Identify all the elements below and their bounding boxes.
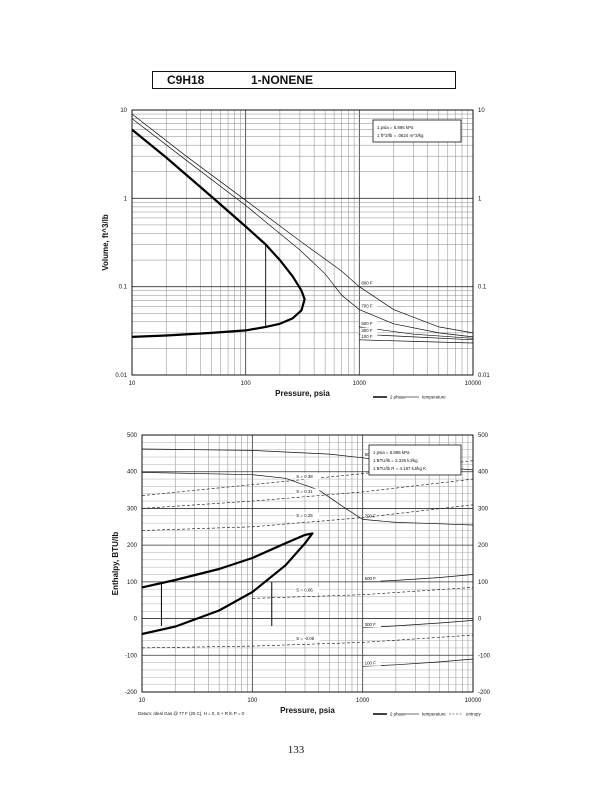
isotherm-label: 300 F: [361, 328, 373, 333]
isotherm-label-bg: [363, 659, 381, 666]
isotherm-label: 300 F: [365, 622, 377, 627]
isotherm-label-bg: [363, 575, 381, 582]
y-tick-label-left: 0: [134, 617, 138, 623]
isentrope-line: [141, 504, 474, 531]
y-tick-label-right: 100: [478, 580, 489, 586]
info-box-text: 1 BTU/lb R = 4.187 kJ/kg K: [373, 466, 426, 471]
isentrope-label: S = -0.06: [296, 636, 314, 641]
chart-panel-2: 10 100 1000 10000-200-1000100200300400500-2…: [111, 433, 491, 717]
isentrope-line: [141, 634, 474, 649]
legend-label: temperature: [422, 712, 446, 717]
info-box: [372, 119, 462, 143]
y-axis-label: Enthalpy, BTU/lb: [111, 532, 120, 596]
legend-label: temperature: [422, 395, 446, 400]
isotherm-line: [131, 113, 474, 334]
isotherm-line: [359, 326, 474, 339]
y-tick-label-right: 500: [478, 433, 489, 439]
y-tick-label-right: 300: [478, 506, 489, 512]
two-phase-envelope: [141, 532, 314, 636]
plot-frame: [131, 109, 474, 376]
isentrope-label-bg: [295, 488, 320, 495]
x-tick-label: 100: [247, 698, 258, 704]
isotherm-label-bg: [360, 303, 378, 310]
x-axis-label: Pressure, psia: [275, 389, 330, 398]
isotherm-label-bg: [360, 333, 378, 340]
header-box: C9H18 1-NONENE: [152, 71, 456, 89]
isentrope-label-bg: [295, 473, 320, 480]
y-tick-label-left: -200: [125, 690, 138, 696]
isentrope-label-bg: [295, 512, 320, 519]
y-tick-label-right: -100: [478, 653, 491, 659]
x-axis-label: Pressure, psia: [280, 706, 335, 715]
isotherm-line: [359, 339, 474, 344]
info-box-text: 1 psia = 6.895 kPa: [377, 125, 414, 130]
x-tick-label: 1000: [353, 381, 367, 387]
y-tick-label-left: 100: [127, 580, 138, 586]
y-tick-label-left: 0.1: [119, 285, 128, 291]
y-tick-label-right: 1: [478, 196, 482, 202]
y-tick-label-left: -100: [125, 653, 138, 659]
header-compound-name: 1-NONENE: [251, 73, 314, 87]
isotherm-label: 700 F: [365, 513, 377, 518]
x-tick-label: 100: [241, 381, 252, 387]
x-tick-label: 10: [139, 698, 146, 704]
y-tick-label-right: 0.1: [478, 285, 487, 291]
info-box-text: 1 BTU/lb = 2.326 kJ/kg: [373, 458, 418, 463]
isentrope-label-bg: [295, 635, 320, 642]
datum-footnote: Datum: Ideal Gas @ 77 F (25 C), H = 0, S…: [138, 711, 245, 716]
y-tick-label-left: 300: [127, 506, 138, 512]
x-tick-label: 10: [129, 381, 136, 387]
y-axis-label: Volume, ft^3/lb: [101, 214, 110, 271]
y-tick-label-right: 10: [478, 108, 485, 114]
isotherm-label: 100 F: [361, 334, 373, 339]
isotherm-label-bg: [360, 320, 378, 327]
isotherm-label: 500 F: [361, 321, 373, 326]
info-box-text: 1 psia = 6.895 kPa: [373, 450, 410, 455]
isotherm-label: 100 F: [365, 660, 377, 665]
isotherm-label-bg: [360, 280, 378, 287]
isentrope-line: [141, 478, 474, 509]
isentrope-label: S = 0.25: [296, 513, 313, 518]
isentrope-label: S = 0.31: [296, 489, 313, 494]
y-tick-label-right: -200: [478, 690, 491, 696]
isotherm-label: 800 F: [361, 281, 373, 286]
two-phase-envelope: [131, 128, 306, 338]
y-tick-label-right: 0.01: [478, 373, 490, 379]
y-tick-label-right: 200: [478, 543, 489, 549]
x-tick-label: 1000: [356, 698, 370, 704]
isentrope-label: S = 0.38: [296, 474, 313, 479]
isentrope-label: S = 0.06: [296, 587, 313, 592]
plot-frame: [141, 434, 474, 693]
isotherm-line: [359, 333, 474, 341]
isotherm-label-bg: [363, 621, 381, 628]
isotherm-label: 500 F: [365, 576, 377, 581]
y-tick-label-right: 400: [478, 470, 489, 476]
chart-panel-1: 10 100 1000 100000.010.11100.010.1110Pressu…: [101, 108, 490, 400]
legend-label: 2 phase: [390, 395, 406, 400]
y-tick-label-left: 0.01: [115, 373, 127, 379]
y-tick-label-left: 500: [127, 433, 138, 439]
legend-label: 2 phase: [390, 712, 406, 717]
page-number: 133: [287, 744, 305, 756]
header-formula: C9H18: [167, 73, 205, 87]
isotherm-label-bg: [360, 327, 378, 334]
isotherm-line: [131, 118, 474, 338]
x-tick-label: 10000: [465, 381, 482, 387]
legend-label: entropy: [466, 712, 481, 717]
info-box: [368, 444, 462, 476]
y-tick-label-left: 400: [127, 470, 138, 476]
y-tick-label-left: 1: [124, 196, 128, 202]
isotherm-label-bg: [363, 512, 381, 519]
isentrope-label-bg: [295, 586, 320, 593]
x-tick-label: 10000: [465, 698, 482, 704]
y-tick-label-left: 200: [127, 543, 138, 549]
info-box-text: 1 ft^3/lb = .0624 m^3/kg: [377, 133, 424, 138]
isotherm-line: [141, 472, 474, 526]
y-tick-label-right: 0: [478, 617, 482, 623]
isotherm-label: 700 F: [361, 304, 373, 309]
y-tick-label-left: 10: [120, 108, 127, 114]
isentrope-line: [252, 587, 474, 599]
